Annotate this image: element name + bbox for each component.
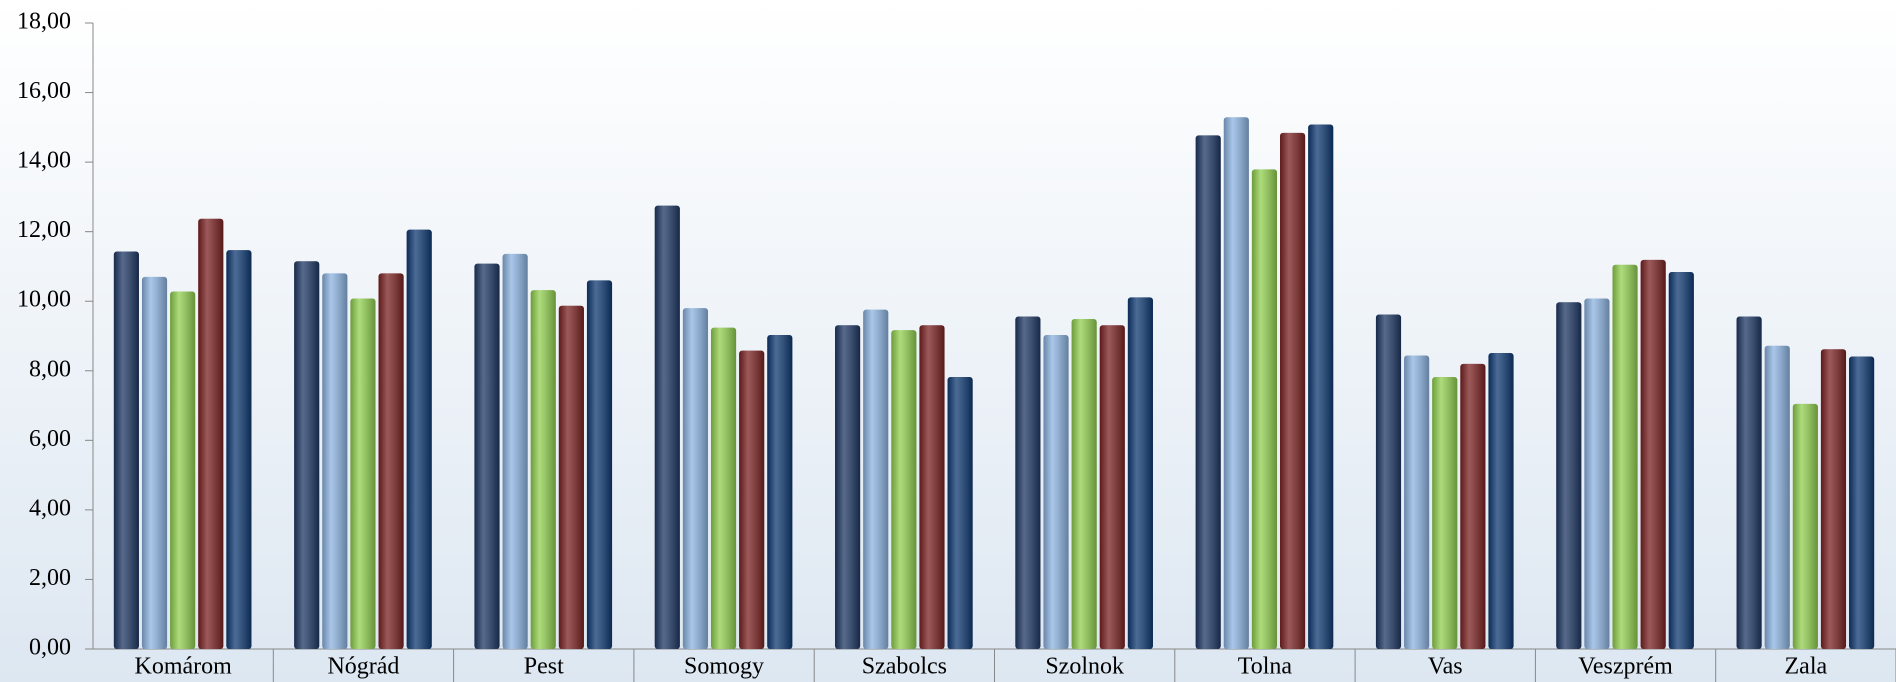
x-tick-label: Komárom (134, 654, 232, 680)
bar (654, 205, 680, 650)
bar (1432, 377, 1458, 649)
bar (1736, 316, 1762, 649)
bar (919, 325, 945, 649)
y-tick-label: 4,00 (29, 495, 71, 521)
x-tick-label: Veszprém (1578, 654, 1673, 680)
bar (1488, 353, 1514, 649)
bar (406, 229, 432, 649)
x-tick-label: Somogy (684, 654, 764, 680)
x-tick-label: Tolna (1238, 654, 1293, 680)
bar (1612, 264, 1638, 649)
bar (530, 290, 556, 649)
bar (1820, 349, 1847, 649)
bar (1251, 169, 1278, 650)
bar (1195, 135, 1221, 650)
bar (710, 327, 737, 649)
bar (947, 377, 973, 649)
bar (1099, 325, 1125, 649)
bar (891, 330, 917, 649)
bar (1375, 314, 1402, 649)
bar (1460, 363, 1486, 649)
bar (141, 276, 168, 649)
bar (863, 309, 889, 649)
y-tick-label: 14,00 (17, 148, 71, 174)
y-tick-label: 8,00 (29, 356, 71, 382)
bar (682, 308, 708, 649)
y-tick-label: 10,00 (17, 287, 71, 313)
bar (1071, 318, 1097, 649)
bar (1223, 117, 1249, 649)
bar (1764, 345, 1790, 649)
bar (586, 280, 613, 649)
y-tick-label: 2,00 (29, 565, 71, 591)
bar (1043, 334, 1069, 649)
x-tick-label: Vas (1428, 654, 1463, 680)
bar (739, 350, 765, 649)
y-tick-label: 18,00 (17, 9, 71, 35)
bar (226, 250, 252, 650)
bar (1792, 403, 1818, 649)
bar (1127, 297, 1153, 649)
bar (1584, 298, 1610, 649)
bar (502, 253, 528, 649)
bar (170, 291, 196, 649)
bar (1849, 356, 1875, 649)
bar (322, 273, 348, 649)
y-tick-label: 12,00 (17, 217, 71, 243)
bar (1308, 124, 1334, 650)
bar (558, 305, 584, 649)
bar (474, 263, 500, 649)
bar (1668, 272, 1694, 649)
bar (1015, 316, 1041, 649)
bar (1556, 302, 1582, 649)
bar (294, 261, 320, 649)
x-tick-label: Nógrád (327, 654, 399, 680)
bar (350, 298, 376, 649)
y-tick-label: 6,00 (29, 426, 71, 452)
x-tick-label: Zala (1785, 654, 1828, 680)
bar (835, 325, 861, 649)
x-tick-label: Szabolcs (862, 654, 947, 680)
y-tick-label: 16,00 (17, 78, 71, 104)
x-tick-label: Pest (524, 654, 564, 680)
bar (378, 273, 404, 649)
bar (198, 218, 224, 649)
x-tick-label: Szolnok (1045, 654, 1124, 680)
bar (113, 251, 139, 650)
bar (1640, 259, 1666, 649)
bar (767, 334, 793, 649)
y-tick-label: 0,00 (29, 635, 71, 661)
bar (1280, 132, 1306, 650)
bar (1404, 355, 1430, 649)
